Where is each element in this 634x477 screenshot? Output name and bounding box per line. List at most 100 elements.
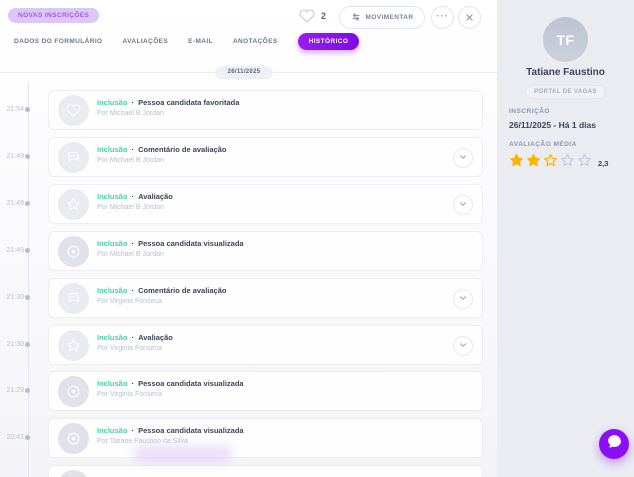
- more-options-button[interactable]: ···: [431, 6, 454, 29]
- timeline-vertical-line: [28, 82, 29, 477]
- entry-text: Inclusão · Avaliação Por Michael B Jorda…: [97, 192, 173, 211]
- rating-label: AVALIAÇÃO MÉDIA: [509, 141, 577, 148]
- candidate-sidebar: TF Tatiane Faustino PORTAL DE VAGAS INSC…: [497, 0, 634, 477]
- comment-icon: [58, 141, 89, 173]
- entry-text: Inclusão · Avaliação Por Virginia Fonsec…: [97, 333, 173, 352]
- timeline-card: Inclusão · Pessoa candidata visualizada …: [48, 418, 483, 459]
- star-empty-icon: [577, 153, 592, 173]
- star-icons: [509, 153, 592, 173]
- entry-author: Por Michael B Jordan: [97, 156, 164, 164]
- entry-time: 21:49: [6, 199, 24, 207]
- tab-avalia-es[interactable]: AVALIAÇÕES: [122, 37, 169, 45]
- entry-title: Inclusão · Avaliação: [97, 332, 173, 342]
- timeline-card: Inclusão · Pessoa candidata visualizada …: [48, 371, 483, 412]
- movimentar-label: MOVIMENTAR: [365, 14, 414, 21]
- entry-time: 21:30: [6, 340, 24, 348]
- star-icon: [58, 329, 89, 361]
- timeline-row: 21:54 Inclusão · Pessoa candidata favori…: [0, 90, 497, 130]
- entry-author: Por Virginia Fonseca: [97, 297, 162, 305]
- star-half-icon: [543, 153, 558, 173]
- chat-bubble-icon: [606, 433, 623, 455]
- timeline-dot: [25, 435, 30, 441]
- tab-e-mail[interactable]: E-MAIL: [188, 37, 213, 45]
- entry-title: Inclusão · Pessoa candidata visualizada: [97, 379, 244, 389]
- entry-title: Inclusão · Pessoa candidata favoritada: [97, 98, 240, 107]
- heart-icon[interactable]: [299, 8, 315, 24]
- timeline-row: 21:49 Inclusão · Comentário de avaliação…: [0, 136, 497, 177]
- chevron-down-icon: [458, 196, 468, 214]
- swap-arrows-icon: [351, 12, 361, 24]
- entry-title: Inclusão · Comentário de avaliação: [97, 144, 227, 154]
- timeline-dot: [25, 341, 30, 347]
- entry-text: Inclusão · Comentário de avaliação Por V…: [97, 286, 226, 305]
- timeline-row: 21:29 Inclusão · Pessoa candidata visual…: [0, 371, 497, 412]
- tab-bar: DADOS DO FORMULÁRIO AVALIAÇÕES E-MAIL ANOTA…: [14, 32, 360, 50]
- rating-value: 2,3: [598, 158, 609, 168]
- entry-time: 21:54: [6, 106, 24, 113]
- entry-text: Inclusão · Pessoa candidata favoritada P…: [97, 98, 239, 117]
- eye-icon: [58, 376, 89, 408]
- entry-title: Inclusão · Pessoa candidata visualizada: [97, 238, 244, 248]
- entry-author: Por Virginia Fonseca: [97, 344, 162, 352]
- inscricao-label: INSCRIÇÃO: [509, 108, 550, 115]
- entry-title: Inclusão · Comentário de avaliação: [97, 285, 227, 295]
- entry-author: Por Tatiane Faustino da Silva: [97, 438, 188, 446]
- timeline-card: Inclusão · Pessoa candidata favoritada P…: [48, 90, 483, 130]
- timeline-dot: [25, 107, 30, 112]
- heart-icon: [58, 95, 89, 126]
- chevron-down-icon: [458, 337, 468, 355]
- source-badge: PORTAL DE VAGAS: [525, 85, 606, 99]
- expand-entry-button[interactable]: [453, 194, 473, 215]
- timeline-row: 21:49 Inclusão · Pessoa candidata visual…: [0, 230, 497, 271]
- eye-icon: [58, 470, 89, 477]
- entry-title: Inclusão · Pessoa candidata visualizada: [97, 426, 244, 436]
- entry-time: 21:49: [6, 246, 24, 254]
- timeline-dot: [25, 294, 30, 300]
- timeline-card[interactable]: Inclusão · Comentário de avaliação Por M…: [48, 136, 483, 177]
- chevron-down-icon: [458, 290, 468, 308]
- entry-text: Inclusão · Pessoa candidata visualizada …: [97, 426, 244, 445]
- movimentar-button[interactable]: MOVIMENTAR: [339, 6, 425, 29]
- entry-author: Por Michael B Jordan: [97, 203, 164, 211]
- comment-icon: [58, 282, 89, 314]
- timeline-row: [0, 465, 497, 477]
- timeline-row: 21:30 Inclusão · Comentário de avaliação…: [0, 277, 497, 318]
- entry-author: Por Virginia Fonseca: [97, 391, 162, 399]
- tab-hist-rico[interactable]: HISTÓRICO: [297, 32, 360, 50]
- chat-fab-button[interactable]: [599, 429, 629, 459]
- avatar: TF: [543, 17, 588, 62]
- star-icon: [58, 188, 89, 220]
- highlight-smudge: [133, 445, 233, 463]
- timeline-card[interactable]: Inclusão · Avaliação Por Virginia Fonsec…: [48, 324, 483, 365]
- eye-icon: [58, 235, 89, 267]
- status-badge: NOVAS INSCRIÇÕES: [8, 8, 100, 23]
- expand-entry-button[interactable]: [453, 288, 473, 309]
- timeline-row: 20:41 Inclusão · Pessoa candidata visual…: [0, 418, 497, 459]
- timeline-card[interactable]: Inclusão · Comentário de avaliação Por V…: [48, 277, 483, 318]
- timeline-card: Inclusão · Pessoa candidata visualizada …: [48, 230, 483, 271]
- star-filled-icon: [509, 153, 524, 173]
- entry-author: Por Michael B Jordan: [97, 250, 164, 258]
- entry-author: Por Michael B Jordan: [97, 110, 164, 117]
- timeline-dot: [25, 153, 30, 159]
- timeline-card: [48, 465, 483, 477]
- eye-icon: [58, 423, 89, 455]
- inscricao-value: 26/11/2025 - Há 1 dias: [509, 120, 596, 130]
- entry-text: Inclusão · Comentário de avaliação Por M…: [97, 145, 226, 164]
- entry-time: 20:41: [6, 434, 24, 442]
- timeline-dot: [25, 200, 30, 206]
- tab-dados-do-formul-rio[interactable]: DADOS DO FORMULÁRIO: [14, 37, 103, 45]
- expand-entry-button[interactable]: [453, 147, 473, 168]
- expand-entry-button[interactable]: [453, 335, 473, 356]
- entry-time: 21:49: [6, 152, 24, 160]
- tab-anota-es[interactable]: ANOTAÇÕES: [232, 37, 278, 45]
- entry-title: Inclusão · Avaliação: [97, 191, 173, 201]
- entry-text: Inclusão · Pessoa candidata visualizada …: [97, 239, 244, 258]
- close-button[interactable]: [458, 6, 481, 29]
- favorites-count: 2: [321, 11, 327, 21]
- favorites-counter[interactable]: 2: [299, 8, 326, 24]
- timeline-card[interactable]: Inclusão · Avaliação Por Michael B Jorda…: [48, 183, 483, 224]
- timeline-dot: [25, 388, 30, 394]
- rating-stars: 2,3: [509, 153, 608, 173]
